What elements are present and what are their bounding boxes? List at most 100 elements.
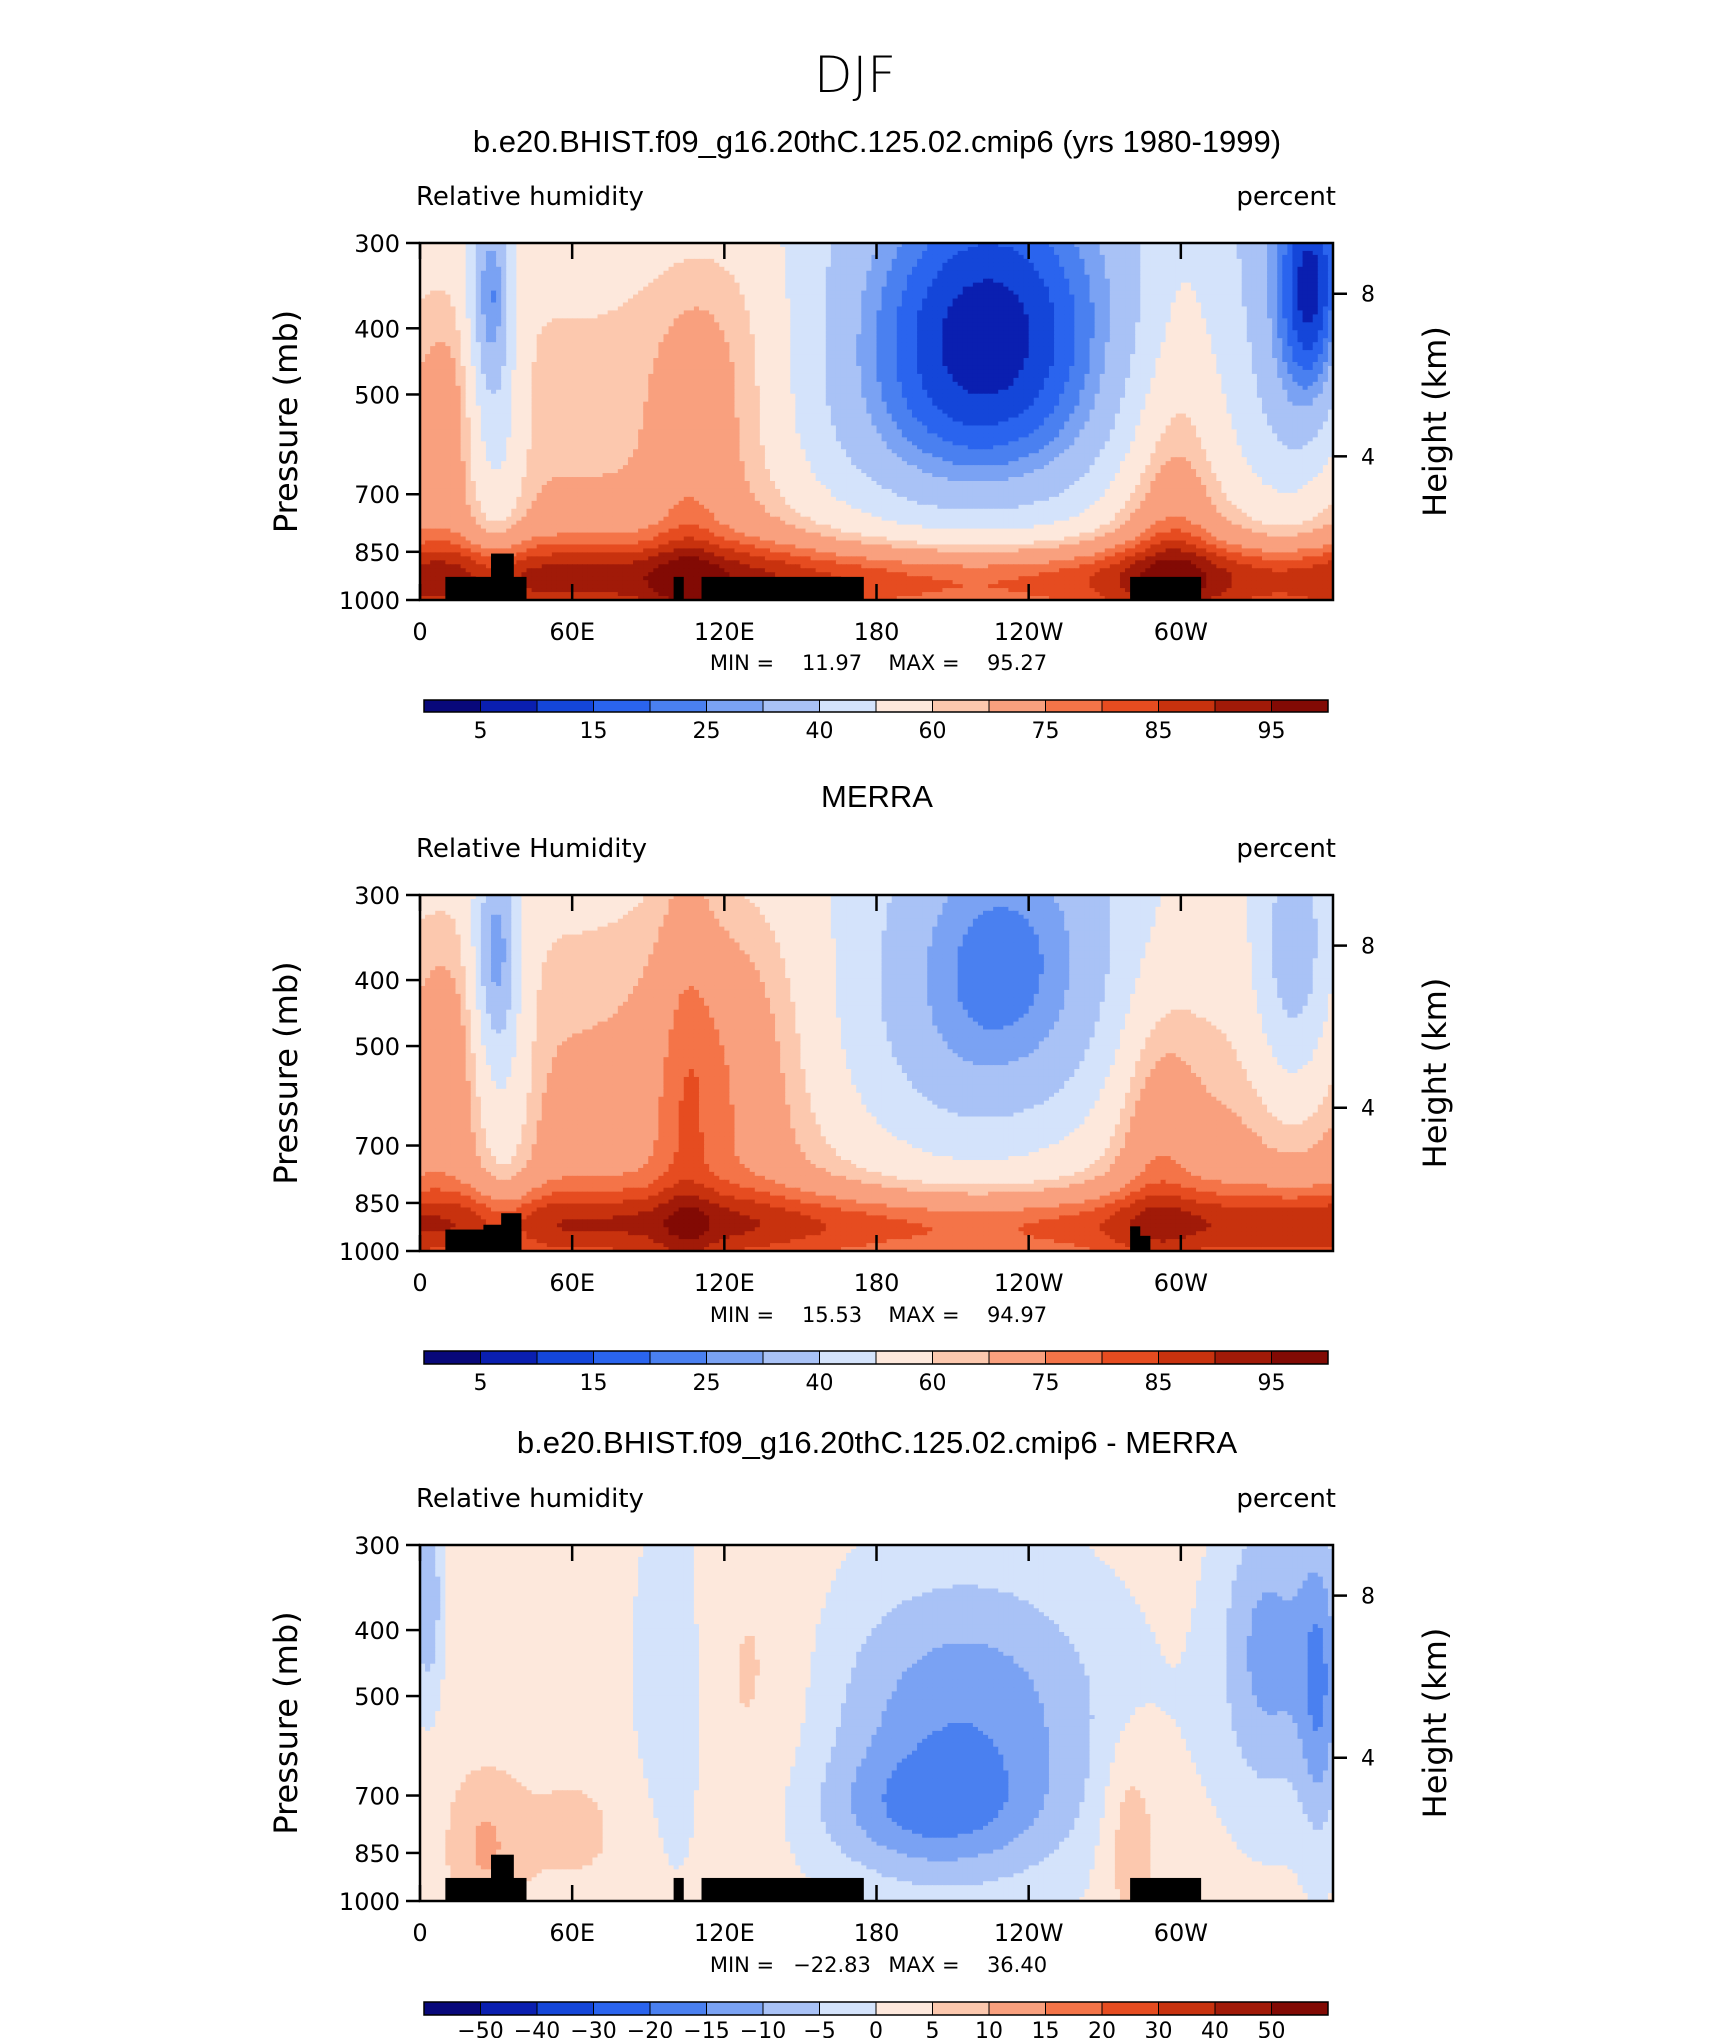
- colorbar-frame: [423, 1350, 1329, 1365]
- colorbar-swatch: [536, 699, 594, 713]
- colorbar-swatch: [1045, 1350, 1103, 1365]
- colorbar-label: 15: [1032, 2019, 1060, 2038]
- colorbar-swatch: [423, 1350, 481, 1365]
- colorbar-label: −30: [570, 2019, 616, 2038]
- colorbar-label: 5: [474, 719, 488, 744]
- colorbar-label: 15: [580, 719, 608, 744]
- colorbar-swatch: [1271, 2001, 1329, 2016]
- topography-mask: [501, 1213, 522, 1251]
- panel-2: MERRA Relative Humidity percent 0 60E 120E 180…: [267, 779, 1454, 1396]
- min-value: 11.97: [802, 651, 862, 675]
- colorbar: 5 15 25 40 60 75 85 95: [423, 699, 1329, 744]
- colorbar-swatch: [1158, 2001, 1216, 2016]
- x-tick-label: 60E: [549, 1919, 595, 1947]
- panel-1: b.e20.BHIST.f09_g16.20thC.125.02.cmip6 (…: [267, 124, 1454, 744]
- colorbar-frame: [423, 699, 1329, 713]
- colorbar-swatch: [1271, 1350, 1329, 1365]
- height-tick-label: 4: [1361, 445, 1375, 470]
- y-tick-label: 850: [354, 1190, 400, 1218]
- colorbar-swatch: [932, 1350, 990, 1365]
- colorbar-label: 75: [1032, 1371, 1060, 1396]
- colorbar-swatch: [875, 699, 933, 713]
- colorbar-swatch: [1271, 699, 1329, 713]
- colorbar-label: 60: [919, 1371, 947, 1396]
- colorbar-swatch: [706, 1350, 764, 1365]
- height-tick-label: 4: [1361, 1097, 1375, 1122]
- max-value: 94.97: [987, 1303, 1047, 1327]
- min-label: MIN =: [710, 1953, 774, 1977]
- min-label: MIN =: [710, 651, 774, 675]
- colorbar-swatch: [819, 1350, 877, 1365]
- contour-field: [420, 895, 1334, 1252]
- colorbar-label: 40: [806, 1371, 834, 1396]
- y-tick-label: 500: [354, 1683, 400, 1711]
- x-tick-label: 120W: [994, 618, 1064, 646]
- y2-axis-label: Height (km): [1416, 978, 1454, 1169]
- y-tick-label: 850: [354, 539, 400, 567]
- colorbar-swatch: [706, 699, 764, 713]
- colorbar-label: 40: [1201, 2019, 1229, 2038]
- colorbar-swatch: [875, 1350, 933, 1365]
- y-tick-label: 400: [354, 967, 400, 995]
- colorbar-swatch: [706, 2001, 764, 2016]
- colorbar-swatch: [819, 699, 877, 713]
- colorbar-swatch: [480, 699, 538, 713]
- x-tick-label: 60E: [549, 1269, 595, 1297]
- y-tick-label: 700: [354, 1783, 400, 1811]
- colorbar-label: 75: [1032, 719, 1060, 744]
- x-tick-label: 0: [412, 618, 427, 646]
- height-tick-label: 8: [1361, 283, 1375, 308]
- figure-title: DJF: [814, 46, 896, 104]
- colorbar-swatch: [762, 2001, 820, 2016]
- colorbar-label: −40: [514, 2019, 560, 2038]
- colorbar-swatch: [649, 699, 707, 713]
- colorbar-swatch: [932, 699, 990, 713]
- min-value: −22.83: [793, 1953, 871, 1977]
- colorbar-swatch: [1214, 1350, 1272, 1365]
- colorbar-label: 5: [474, 1371, 488, 1396]
- colorbar-swatch: [1045, 699, 1103, 713]
- colorbar-swatch: [1214, 2001, 1272, 2016]
- colorbar-swatch: [875, 2001, 933, 2016]
- colorbar-swatch: [593, 1350, 651, 1365]
- colorbar-swatch: [762, 1350, 820, 1365]
- min-value: 15.53: [802, 1303, 862, 1327]
- colorbar-swatch: [1214, 699, 1272, 713]
- variable-label: Relative humidity: [416, 182, 644, 212]
- y-tick-label: 850: [354, 1840, 400, 1868]
- y2-axis-label: Height (km): [1416, 1628, 1454, 1819]
- colorbar-swatch: [423, 2001, 481, 2016]
- colorbar-swatch: [649, 2001, 707, 2016]
- colorbar-swatch: [1101, 1350, 1159, 1365]
- colorbar-swatch: [1158, 699, 1216, 713]
- contour-field: [420, 1545, 1334, 1902]
- x-tick-label: 60E: [549, 618, 595, 646]
- colorbar-label: 25: [693, 719, 721, 744]
- x-tick-label: 0: [412, 1919, 427, 1947]
- topography-mask: [491, 553, 514, 600]
- topography-mask: [1130, 1877, 1202, 1901]
- y-tick-label: 700: [354, 481, 400, 509]
- x-tick-label: 180: [854, 1919, 900, 1947]
- colorbar-label: 5: [926, 2019, 940, 2038]
- colorbar-label: −50: [457, 2019, 503, 2038]
- units-label: percent: [1236, 182, 1336, 212]
- colorbar-label: 60: [919, 719, 947, 744]
- colorbar: 5 15 25 40 60 75 85 95: [423, 1350, 1329, 1396]
- colorbar-label: 20: [1088, 2019, 1116, 2038]
- x-tick-label: 180: [854, 618, 900, 646]
- y-axis-label: Pressure (mb): [267, 1611, 305, 1834]
- panel-title: b.e20.BHIST.f09_g16.20thC.125.02.cmip6 (…: [473, 124, 1281, 159]
- y-tick-label: 1000: [339, 1238, 400, 1266]
- colorbar-swatch: [536, 2001, 594, 2016]
- y-axis-label: Pressure (mb): [267, 310, 305, 533]
- colorbar-swatch: [819, 2001, 877, 2016]
- colorbar-label: 40: [806, 719, 834, 744]
- colorbar-label: −20: [627, 2019, 673, 2038]
- colorbar-swatch: [988, 2001, 1046, 2016]
- contour-field: [420, 243, 1334, 601]
- colorbar-swatch: [1045, 2001, 1103, 2016]
- y-tick-label: 1000: [339, 587, 400, 615]
- height-tick-label: 8: [1361, 1585, 1375, 1610]
